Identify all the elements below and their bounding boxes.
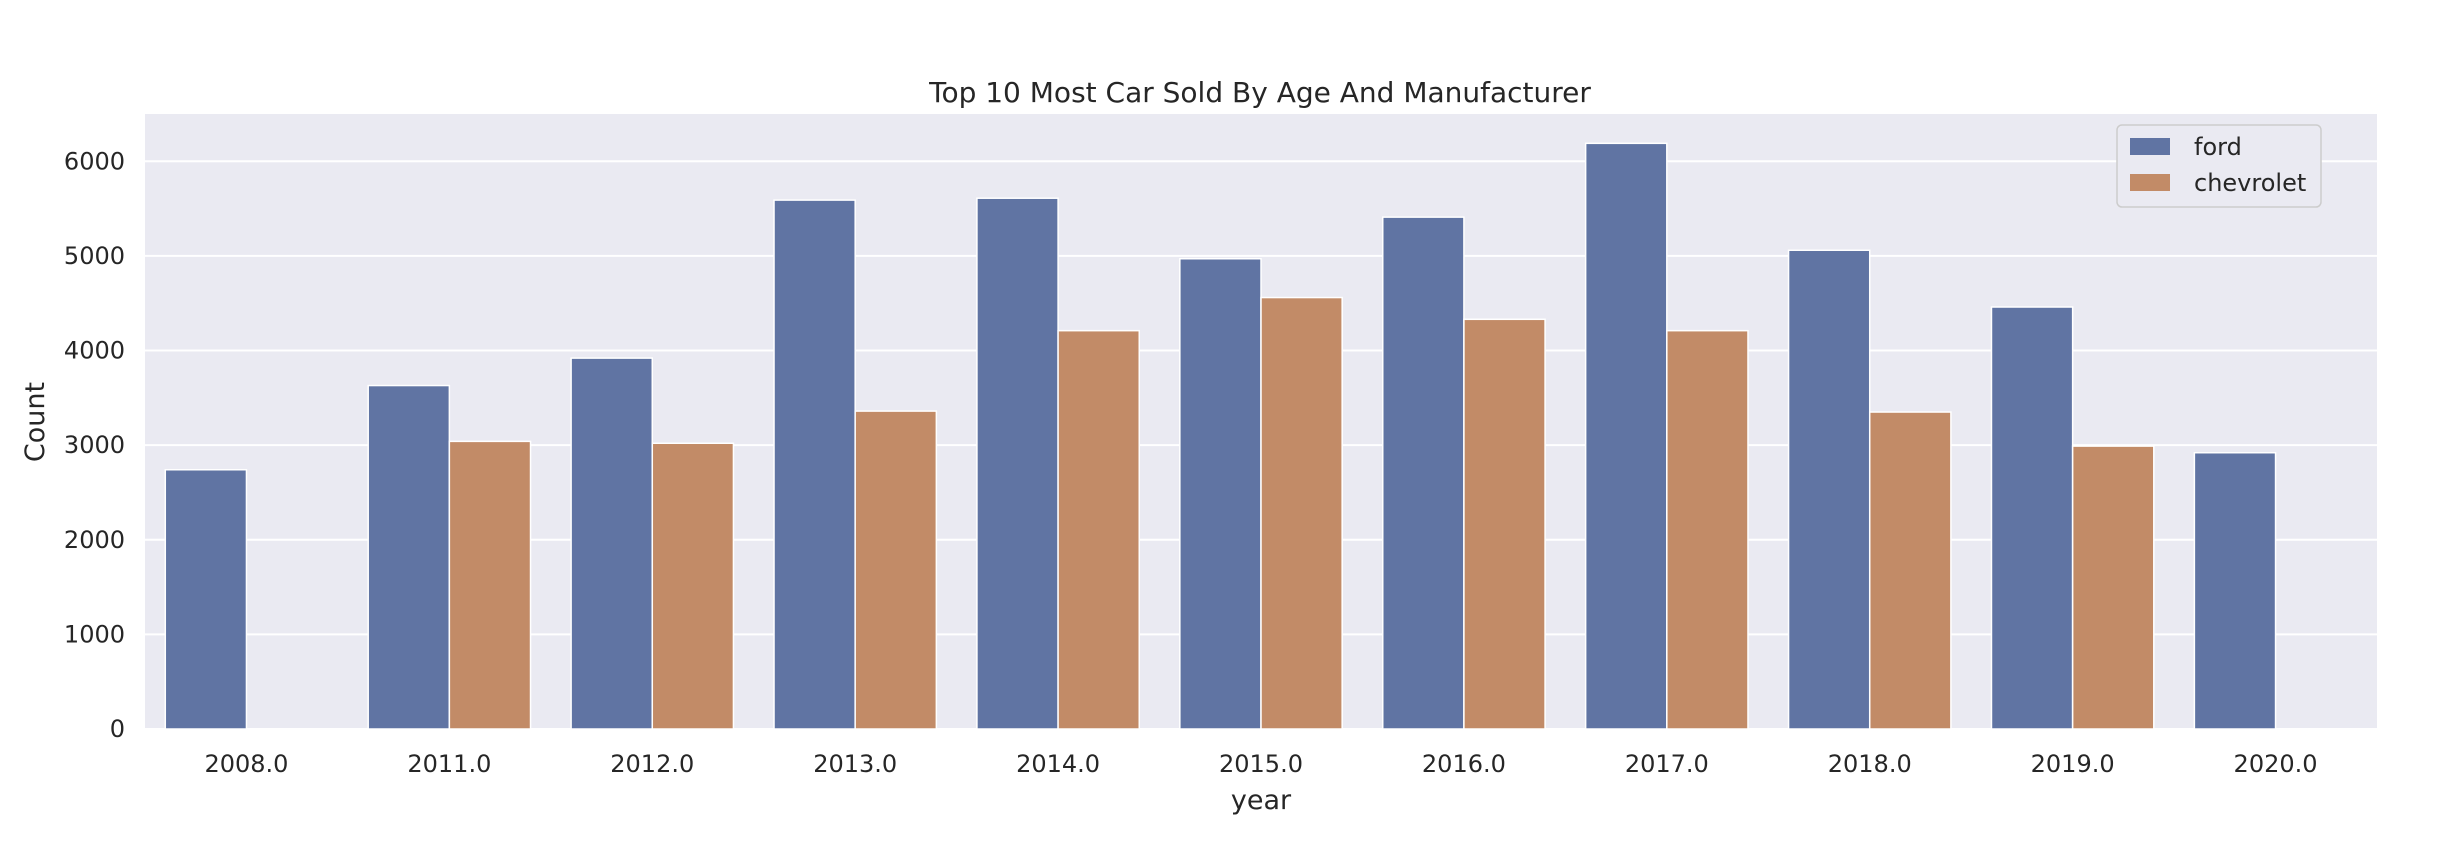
y-tick-labels: 0 1000 2000 3000 4000 5000 6000 <box>64 147 125 743</box>
bar-ford-2020.0 <box>2193 451 2277 730</box>
bar-ford-2014.0 <box>976 197 1059 730</box>
x-tick-label: 2020.0 <box>2234 750 2318 778</box>
legend: ford chevrolet <box>2116 124 2322 208</box>
x-tick-label: 2018.0 <box>1828 750 1912 778</box>
bar-ford-2013.0 <box>773 199 856 730</box>
x-tick-label: 2011.0 <box>407 750 491 778</box>
y-tick-label: 2000 <box>64 526 125 554</box>
x-tick-label: 2015.0 <box>1219 750 1303 778</box>
x-tick-label: 2017.0 <box>1625 750 1709 778</box>
x-axis-label: year <box>1231 785 1292 816</box>
bar-chevrolet-2014.0 <box>1057 329 1141 730</box>
x-tick-label: 2014.0 <box>1016 750 1100 778</box>
bar-chevrolet-2017.0 <box>1666 329 1749 730</box>
bar-chevrolet-2013.0 <box>854 410 938 730</box>
legend-label-ford: ford <box>2194 133 2242 161</box>
y-tick-label: 4000 <box>64 337 125 365</box>
bar-ford-2012.0 <box>570 357 654 730</box>
legend-label-chevrolet: chevrolet <box>2194 169 2306 197</box>
x-tick-label: 2016.0 <box>1422 750 1506 778</box>
bar-chevrolet-2015.0 <box>1260 296 1343 730</box>
chart-title: Top 10 Most Car Sold By Age And Manufact… <box>928 76 1591 109</box>
bar-ford-2011.0 <box>367 384 451 730</box>
legend-swatch-chevrolet <box>2130 174 2170 191</box>
bar-chevrolet-2018.0 <box>1868 411 1952 730</box>
bar-ford-2017.0 <box>1584 142 1668 730</box>
bar-chevrolet-2016.0 <box>1463 318 1546 730</box>
y-tick-label: 1000 <box>64 620 125 648</box>
bar-chevrolet-2011.0 <box>448 440 532 730</box>
x-tick-label: 2012.0 <box>610 750 694 778</box>
x-tick-label: 2019.0 <box>2031 750 2115 778</box>
legend-swatch-ford <box>2130 138 2170 155</box>
y-tick-label: 6000 <box>64 147 125 175</box>
bar-chevrolet-2019.0 <box>2071 445 2155 730</box>
x-tick-labels: 2008.0 2011.0 2012.0 2013.0 2014.0 2015.0 2016… <box>204 750 2317 778</box>
y-axis-label: Count <box>20 382 51 462</box>
x-tick-label: 2013.0 <box>813 750 897 778</box>
x-tick-label: 2008.0 <box>204 750 288 778</box>
y-tick-label: 3000 <box>64 431 125 459</box>
bar-ford-2019.0 <box>1990 306 2074 730</box>
bar-ford-2008.0 <box>164 469 248 730</box>
bar-ford-2015.0 <box>1179 258 1262 730</box>
bar-ford-2016.0 <box>1381 216 1465 730</box>
y-tick-label: 5000 <box>64 242 125 270</box>
y-tick-label: 0 <box>110 715 125 743</box>
bar-ford-2018.0 <box>1787 249 1871 730</box>
bars <box>164 142 2277 730</box>
bar-chevrolet-2012.0 <box>651 442 735 730</box>
